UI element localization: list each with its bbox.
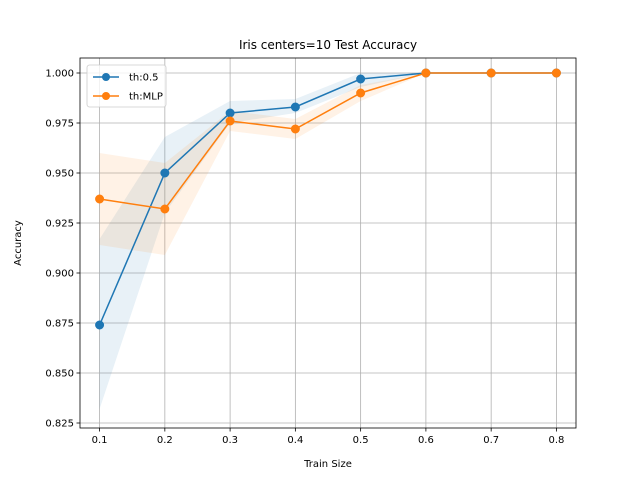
series-0-point xyxy=(95,320,105,330)
series-1-band xyxy=(99,73,557,255)
y-tick-label: 0.900 xyxy=(45,269,74,280)
legend-marker-0 xyxy=(102,73,110,81)
x-tick-label: 0.1 xyxy=(92,435,108,446)
confidence-bands xyxy=(99,73,557,409)
series-0-point xyxy=(225,108,235,118)
series-1-point xyxy=(290,124,300,134)
y-tick-label: 0.875 xyxy=(45,319,74,330)
legend-label-0: th:0.5 xyxy=(129,73,159,84)
legend: th:0.5 th:MLP xyxy=(86,64,167,108)
series-1-point xyxy=(160,204,170,214)
series-0-point xyxy=(160,168,170,178)
x-tick-label: 0.4 xyxy=(287,435,303,446)
legend-marker-1 xyxy=(102,92,110,100)
x-tick-label: 0.6 xyxy=(418,435,434,446)
x-axis-ticks: 0.1 0.2 0.3 0.4 0.5 0.6 0.7 0.8 xyxy=(92,428,564,446)
x-tick-label: 0.2 xyxy=(157,435,173,446)
y-axis-title: Accuracy xyxy=(13,220,24,266)
series-1-point xyxy=(421,68,431,78)
series-1-line xyxy=(99,72,557,210)
x-tick-label: 0.5 xyxy=(353,435,369,446)
y-tick-label: 1.000 xyxy=(45,69,74,80)
series-markers xyxy=(95,68,561,330)
legend-label-1: th:MLP xyxy=(129,92,163,103)
series-lines xyxy=(98,72,557,326)
x-tick-label: 0.7 xyxy=(483,435,499,446)
chart-title: Iris centers=10 Test Accuracy xyxy=(239,38,417,52)
y-axis-ticks: 0.825 0.850 0.875 0.900 0.925 0.950 0.975 1.000 xyxy=(45,69,80,430)
plot-area xyxy=(80,58,576,428)
x-tick-label: 0.3 xyxy=(222,435,238,446)
y-tick-label: 0.825 xyxy=(45,419,74,430)
y-tick-label: 0.975 xyxy=(45,119,74,130)
series-1-point xyxy=(95,194,105,204)
series-1-point xyxy=(551,68,561,78)
series-0-point xyxy=(290,102,300,112)
y-tick-label: 0.925 xyxy=(45,219,74,230)
plot-frame xyxy=(79,57,577,429)
series-1-point xyxy=(225,116,235,126)
y-tick-label: 0.850 xyxy=(45,369,74,380)
series-1-point xyxy=(486,68,496,78)
y-tick-label: 0.950 xyxy=(45,169,74,180)
series-1-point xyxy=(356,88,366,98)
x-tick-label: 0.8 xyxy=(548,435,564,446)
series-0-point xyxy=(356,74,366,84)
x-axis-title: Train Size xyxy=(303,459,352,470)
